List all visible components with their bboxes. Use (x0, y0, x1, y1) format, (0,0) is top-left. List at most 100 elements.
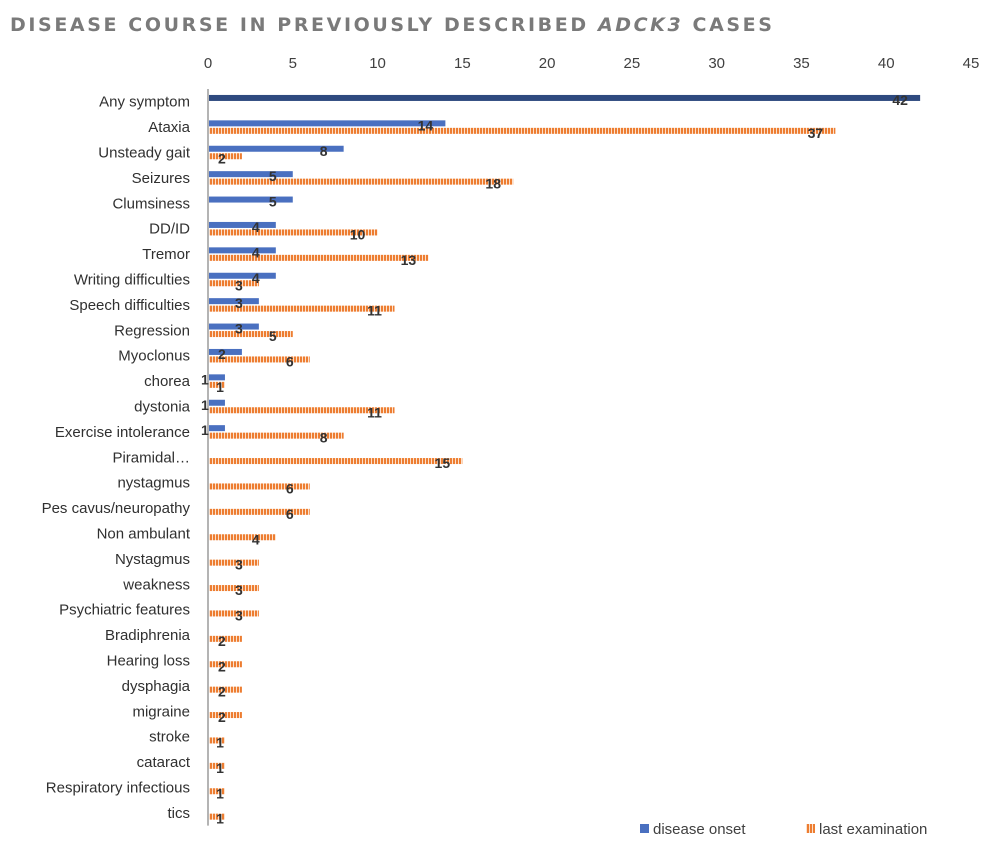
category-label: nystagmus (117, 475, 190, 492)
bar-last-examination (208, 635, 242, 642)
data-label-disease-onset: 4 (252, 219, 260, 235)
chart-title-part: DISEASE COURSE IN PREVIOUSLY DESCRIBED (10, 14, 598, 36)
bars (208, 94, 921, 820)
data-label-last-examination: 3 (235, 607, 243, 623)
bar-last-examination (208, 585, 259, 592)
legend: disease onset last examination (640, 821, 927, 838)
legend-label: disease onset (653, 821, 746, 838)
bar-disease-onset (208, 221, 276, 228)
data-label-last-examination: 1 (216, 760, 224, 776)
bar-last-examination (208, 534, 276, 541)
bar-disease-onset (208, 374, 225, 381)
data-label-disease-onset: 42 (892, 92, 908, 108)
data-label-last-examination: 2 (218, 150, 226, 166)
bar-last-examination (208, 153, 242, 160)
bar-last-examination (208, 432, 344, 439)
category-label: Speech difficulties (69, 297, 190, 314)
category-label: Regression (114, 322, 190, 339)
data-label-last-examination: 6 (286, 506, 294, 522)
data-label-last-examination: 2 (218, 709, 226, 725)
data-label-last-examination: 3 (235, 557, 243, 573)
x-tick-label: 45 (963, 55, 980, 72)
legend-swatch (806, 824, 815, 833)
bar-disease-onset (208, 196, 293, 203)
category-label: DD/ID (149, 221, 190, 238)
bar-disease-onset (208, 94, 921, 101)
data-label-last-examination: 1 (216, 785, 224, 801)
data-label-last-examination: 3 (235, 582, 243, 598)
x-tick-label: 10 (369, 55, 386, 72)
category-label: cataract (137, 754, 191, 771)
data-label-last-examination: 11 (367, 404, 382, 420)
bar-last-examination (208, 229, 378, 236)
category-label: Ataxia (148, 119, 190, 136)
bar-last-examination (208, 813, 225, 820)
category-label: migraine (132, 703, 190, 720)
data-label-last-examination: 18 (485, 176, 501, 192)
bar-disease-onset (208, 425, 225, 432)
category-label: dystonia (134, 399, 191, 416)
bar-last-examination (208, 331, 293, 338)
category-labels: Any symptom Ataxia Unsteady gait Seizures Cl… (42, 94, 191, 822)
data-label-disease-onset: 1 (201, 397, 209, 413)
bar-last-examination (208, 686, 242, 693)
bar-last-examination (208, 610, 259, 617)
x-tick-label: 5 (289, 55, 297, 72)
data-label-disease-onset: 1 (201, 422, 209, 438)
data-label-disease-onset: 8 (320, 143, 328, 159)
data-label-last-examination: 11 (367, 303, 382, 319)
x-tick-label: 20 (539, 55, 556, 72)
bar-disease-onset (208, 120, 446, 127)
category-label: Psychiatric features (59, 602, 190, 619)
data-label-disease-onset: 3 (235, 295, 243, 311)
legend-last-examination: last examination (806, 821, 927, 838)
data-label-disease-onset: 4 (252, 270, 260, 286)
category-label: Unsteady gait (98, 145, 191, 162)
category-label: Nystagmus (115, 551, 190, 568)
data-label-last-examination: 15 (435, 455, 451, 471)
data-label-last-examination: 13 (401, 252, 417, 268)
chart-title-part: ADCK3 (597, 14, 684, 36)
data-label-disease-onset: 3 (235, 321, 243, 337)
legend-swatch (640, 824, 649, 833)
category-label: Seizures (132, 170, 190, 187)
legend-label: last examination (819, 821, 927, 838)
data-label-last-examination: 3 (235, 277, 243, 293)
category-label: Clumsiness (112, 195, 190, 212)
bar-last-examination (208, 280, 259, 287)
data-label-disease-onset: 14 (418, 117, 434, 133)
category-label: Bradiphrenia (105, 627, 191, 644)
data-label-last-examination: 2 (218, 633, 226, 649)
bar-disease-onset (208, 323, 259, 330)
data-label-last-examination: 6 (286, 353, 294, 369)
chart-title: DISEASE COURSE IN PREVIOUSLY DESCRIBED A… (10, 14, 775, 36)
bar-last-examination (208, 559, 259, 566)
bar-disease-onset (208, 272, 276, 279)
chart-title-part: CASES (683, 14, 775, 36)
data-label-last-examination: 1 (216, 811, 224, 827)
category-label: weakness (122, 576, 190, 593)
x-tick-label: 40 (878, 55, 895, 72)
bar-last-examination (208, 407, 395, 414)
bar-last-examination (208, 762, 225, 769)
bar-disease-onset (208, 348, 242, 355)
bar-last-examination (208, 381, 225, 388)
category-label: dysphagia (122, 678, 191, 695)
category-label: Writing difficulties (74, 272, 190, 289)
data-label-last-examination: 4 (252, 531, 260, 547)
bar-disease-onset (208, 171, 293, 178)
category-label: Piramidal… (112, 449, 190, 466)
x-tick-label: 35 (793, 55, 810, 72)
x-tick-label: 15 (454, 55, 471, 72)
bar-disease-onset (208, 247, 276, 254)
data-label-disease-onset: 5 (269, 168, 277, 184)
bar-last-examination (208, 305, 395, 312)
data-label-last-examination: 1 (216, 734, 224, 750)
bar-last-examination (208, 661, 242, 668)
legend-disease-onset: disease onset (640, 821, 746, 838)
bar-last-examination (208, 127, 836, 134)
category-label: Hearing loss (107, 653, 190, 670)
bar-disease-onset (208, 399, 225, 406)
data-label-last-examination: 1 (216, 379, 224, 395)
